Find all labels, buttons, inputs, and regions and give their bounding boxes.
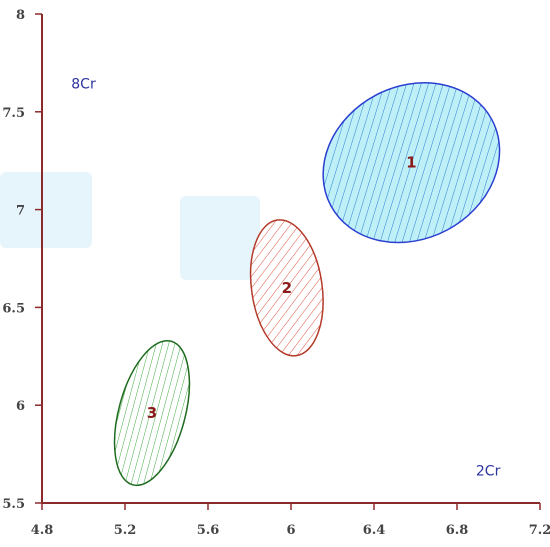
cluster-label-2: 2	[282, 279, 292, 297]
cluster-1: 1	[322, 82, 501, 244]
x-tick-label: 7.2	[529, 523, 550, 538]
y-tick-label: 6.5	[2, 301, 25, 316]
x-tick-label: 5.2	[114, 523, 137, 538]
y-tick-label: 5.5	[2, 497, 25, 512]
y-tick-label: 8	[16, 8, 25, 23]
annotation-8cr: 8Cr	[71, 76, 96, 92]
cluster-ellipse-2	[249, 219, 324, 357]
x-tick-label: 5.6	[197, 523, 220, 538]
cluster-ellipse-3	[113, 339, 191, 487]
y-axis-ticks: 5.5 6 6.5 7 7.5 8	[2, 8, 42, 512]
cluster-label-3: 3	[147, 404, 157, 422]
cluster-ellipses: 1 2 3	[113, 82, 501, 487]
x-axis-ticks: 4.8 5.2 5.6 6 6.4 6.8 7.2	[31, 503, 550, 538]
cluster-3: 3	[113, 339, 191, 487]
annotation-2cr: 2Cr	[476, 464, 501, 480]
cluster-2: 2	[249, 219, 324, 357]
smudge-center	[180, 196, 260, 280]
annotations: 8Cr 2Cr	[71, 76, 500, 479]
background-smudges	[0, 172, 260, 280]
y-tick-label: 7.5	[2, 106, 25, 121]
x-tick-label: 6.8	[446, 523, 469, 538]
y-tick-label: 6	[16, 399, 25, 414]
x-tick-label: 6	[286, 523, 295, 538]
y-tick-label: 7	[16, 204, 25, 219]
smudge-left	[0, 172, 92, 248]
cluster-ellipse-1	[322, 82, 501, 244]
x-tick-label: 6.4	[363, 523, 386, 538]
x-tick-label: 4.8	[31, 523, 54, 538]
cluster-label-1: 1	[406, 154, 416, 172]
